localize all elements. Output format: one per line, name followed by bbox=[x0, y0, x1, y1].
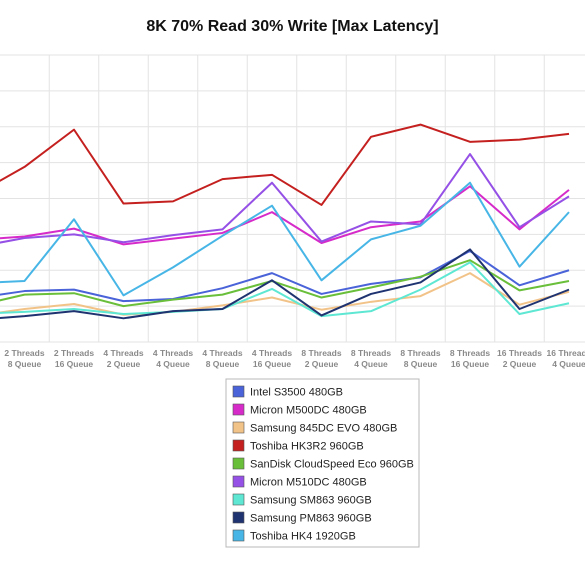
x-tick-label: 8 Queue bbox=[404, 359, 438, 369]
series-line-samsung-sm863-960gb bbox=[0, 261, 570, 318]
series-line-micron-m500dc-480gb bbox=[0, 185, 570, 246]
legend-swatch bbox=[232, 511, 245, 524]
x-tick-label: 8 Queue bbox=[8, 359, 42, 369]
x-tick-label: 2 Threads bbox=[4, 348, 44, 358]
legend-label: Samsung SM863 960GB bbox=[250, 495, 372, 507]
x-tick-label: 16 Queue bbox=[253, 359, 292, 369]
series-line-samsung-845dc-evo-480gb bbox=[0, 272, 570, 316]
legend-label: Samsung 845DC EVO 480GB bbox=[250, 423, 397, 435]
x-tick-label: 8 Queue bbox=[206, 359, 240, 369]
x-tick-label: 8 Threads bbox=[351, 348, 391, 358]
x-tick-label: 4 Threads bbox=[202, 348, 242, 358]
series-line-toshiba-hk4-1920gb bbox=[0, 181, 570, 297]
legend-label: Micron M510DC 480GB bbox=[250, 477, 367, 489]
x-tick-label: 8 Threads bbox=[400, 348, 440, 358]
x-tick-label: 2 Queue bbox=[503, 359, 537, 369]
series-lines bbox=[0, 123, 570, 320]
series-line-samsung-pm863-960gb bbox=[0, 248, 570, 320]
x-tick-label: 2 Threads bbox=[54, 348, 94, 358]
legend-swatch bbox=[232, 439, 245, 452]
legend-swatch bbox=[232, 493, 245, 506]
x-tick-label: 8 Threads bbox=[450, 348, 490, 358]
x-tick-label: 4 Threads bbox=[103, 348, 143, 358]
x-tick-label: 4 Queue bbox=[552, 359, 585, 369]
x-tick-label: 16 Queue bbox=[55, 359, 94, 369]
x-tick-label: 4 Queue bbox=[156, 359, 190, 369]
grid bbox=[0, 54, 585, 343]
x-tick-label: 2 Queue bbox=[305, 359, 339, 369]
legend-swatch bbox=[232, 385, 245, 398]
x-tick-label: 8 Threads bbox=[301, 348, 341, 358]
legend-swatch bbox=[232, 457, 245, 470]
x-tick-label: 16 Queue bbox=[451, 359, 490, 369]
legend-swatch bbox=[232, 475, 245, 488]
legend-swatch bbox=[232, 421, 245, 434]
legend-label: Toshiba HK3R2 960GB bbox=[250, 441, 364, 453]
legend: Intel S3500 480GB Micron M500DC 480GB Sams… bbox=[225, 378, 420, 548]
series-line-toshiba-hk3r2-960gb bbox=[0, 123, 570, 206]
x-tick-label: 2 Queue bbox=[107, 359, 141, 369]
x-tick-label: 4 Queue bbox=[354, 359, 388, 369]
legend-label: SanDisk CloudSpeed Eco 960GB bbox=[250, 459, 414, 471]
legend-swatch bbox=[232, 403, 245, 416]
series-line-micron-m510dc-480gb bbox=[0, 153, 570, 244]
legend-swatch bbox=[232, 529, 245, 542]
x-tick-label: 4 Threads bbox=[252, 348, 292, 358]
legend-label: Intel S3500 480GB bbox=[250, 387, 343, 399]
legend-box bbox=[225, 378, 420, 548]
x-tick-label: 4 Threads bbox=[153, 348, 193, 358]
x-tick-label: 16 Threads bbox=[497, 348, 542, 358]
chart-title: 8K 70% Read 30% Write [Max Latency] bbox=[146, 18, 439, 35]
legend-label: Micron M500DC 480GB bbox=[250, 405, 367, 417]
legend-label: Toshiba HK4 1920GB bbox=[250, 531, 356, 543]
x-tick-label: 16 Threads bbox=[547, 348, 585, 358]
legend-label: Samsung PM863 960GB bbox=[250, 513, 372, 525]
